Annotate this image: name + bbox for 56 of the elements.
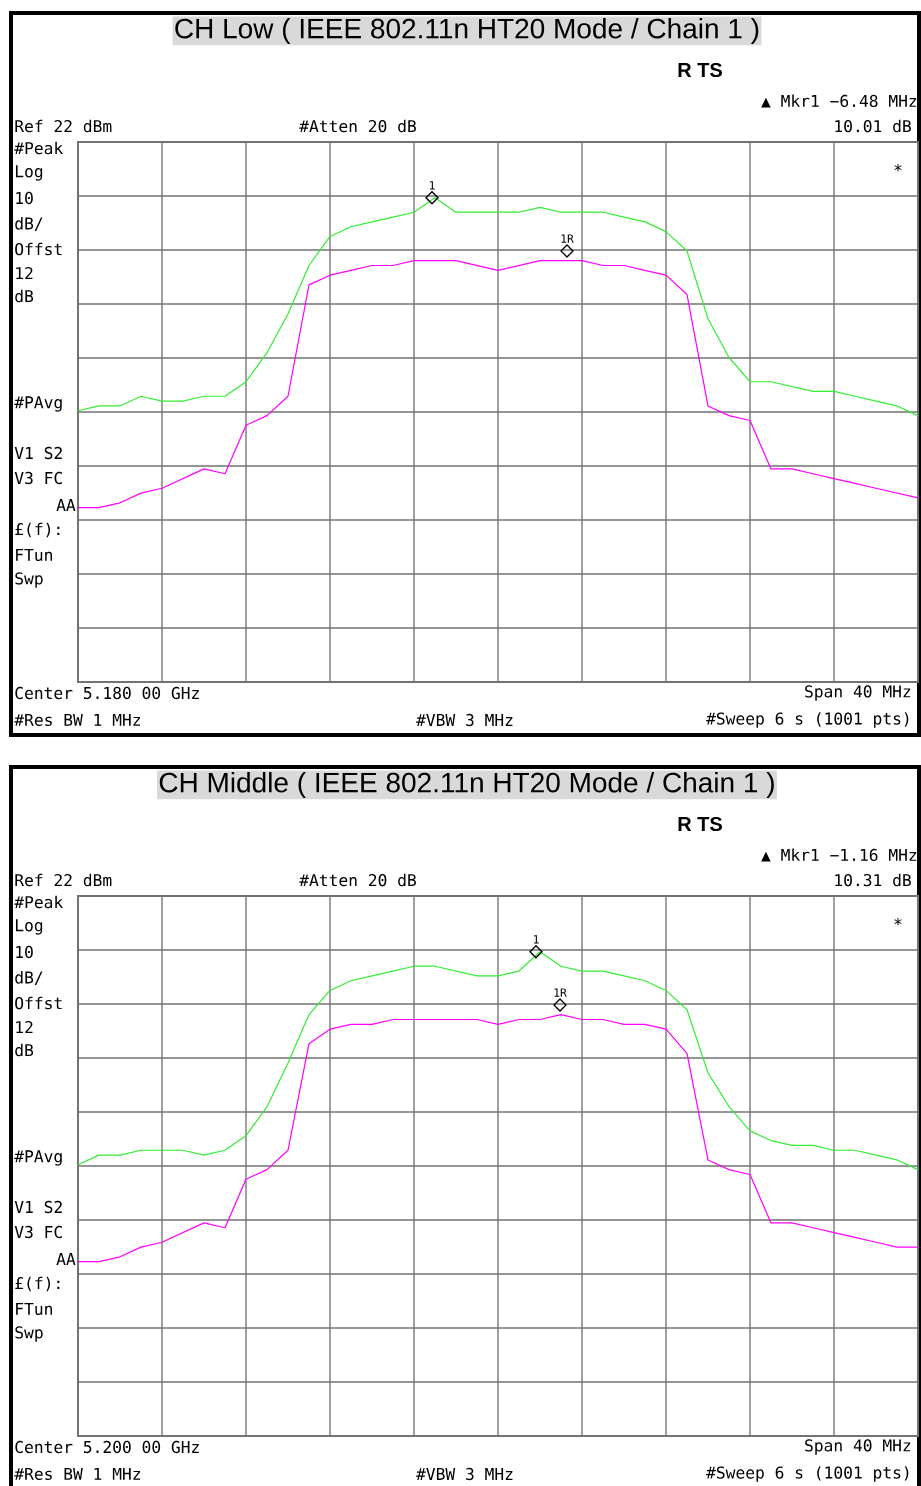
- text: #Peak: [14, 895, 63, 909]
- text: FTun: [16, 1302, 52, 1316]
- text: dB: [15, 1043, 34, 1057]
- text: #Sweep 6 s (1001 pts): [706, 1466, 909, 1482]
- text: AA: [56, 1253, 76, 1265]
- text: #PAvg: [14, 396, 62, 412]
- text: Log: [15, 165, 43, 181]
- text: 10.01 dB: [835, 119, 911, 133]
- text: #VBW 3 MHz: [416, 1467, 513, 1481]
- text: AA: [56, 499, 76, 511]
- text: V1 S2: [14, 446, 62, 460]
- text: Center 5.200 00 GHz: [15, 1440, 199, 1454]
- text: #Atten 20 dB: [299, 873, 416, 887]
- text: Ref 22 dBm: [15, 119, 112, 133]
- text: dB/: [15, 971, 43, 985]
- annotation: 1R: [554, 988, 567, 997]
- text: £(f):: [15, 1276, 60, 1292]
- text: V3 FC: [14, 471, 62, 485]
- text: *: [894, 163, 902, 172]
- text: R TS: [678, 816, 722, 832]
- text: dB: [15, 289, 34, 303]
- annotation: 1: [429, 181, 435, 190]
- text: #Peak: [14, 141, 63, 155]
- text: Span 40 MHz: [805, 685, 911, 701]
- text: FTun: [16, 548, 52, 562]
- text: 10.31 dB: [835, 873, 911, 887]
- text: Swp: [15, 572, 43, 588]
- annotation: 1: [533, 935, 539, 944]
- text: 12: [16, 1020, 33, 1034]
- text: #Res BW 1 MHz: [14, 1467, 141, 1481]
- text: 10: [16, 945, 33, 959]
- text: Swp: [15, 1326, 43, 1342]
- chart-title: CH Middle ( IEEE 802.11n HT20 Mode / Chain 1 ): [159, 771, 774, 799]
- text: R TS: [678, 62, 722, 78]
- text: ▲ Mkr1 −1.16 MHz: [761, 848, 917, 862]
- text: #Sweep 6 s (1001 pts): [706, 712, 909, 728]
- text: Offst: [15, 996, 62, 1010]
- text: Center 5.180 00 GHz: [15, 686, 199, 700]
- text: #PAvg: [14, 1150, 62, 1166]
- text: *: [894, 917, 902, 926]
- text: 10: [16, 191, 33, 205]
- text: Log: [15, 919, 43, 935]
- text: ▲ Mkr1 −6.48 MHz: [761, 94, 917, 108]
- text: £(f):: [15, 522, 60, 538]
- text: Ref 22 dBm: [15, 873, 112, 887]
- text: V3 FC: [14, 1225, 62, 1239]
- text: #Res BW 1 MHz: [14, 713, 141, 727]
- text: Span 40 MHz: [805, 1439, 911, 1455]
- annotation: 1R: [561, 234, 574, 243]
- text: #VBW 3 MHz: [416, 713, 513, 727]
- text: V1 S2: [14, 1200, 62, 1214]
- text: dB/: [15, 217, 43, 231]
- text: Offst: [15, 242, 62, 256]
- text: #Atten 20 dB: [299, 119, 416, 133]
- text: 12: [16, 266, 33, 280]
- chart-title: CH Low ( IEEE 802.11n HT20 Mode / Chain 1 ): [175, 17, 759, 45]
